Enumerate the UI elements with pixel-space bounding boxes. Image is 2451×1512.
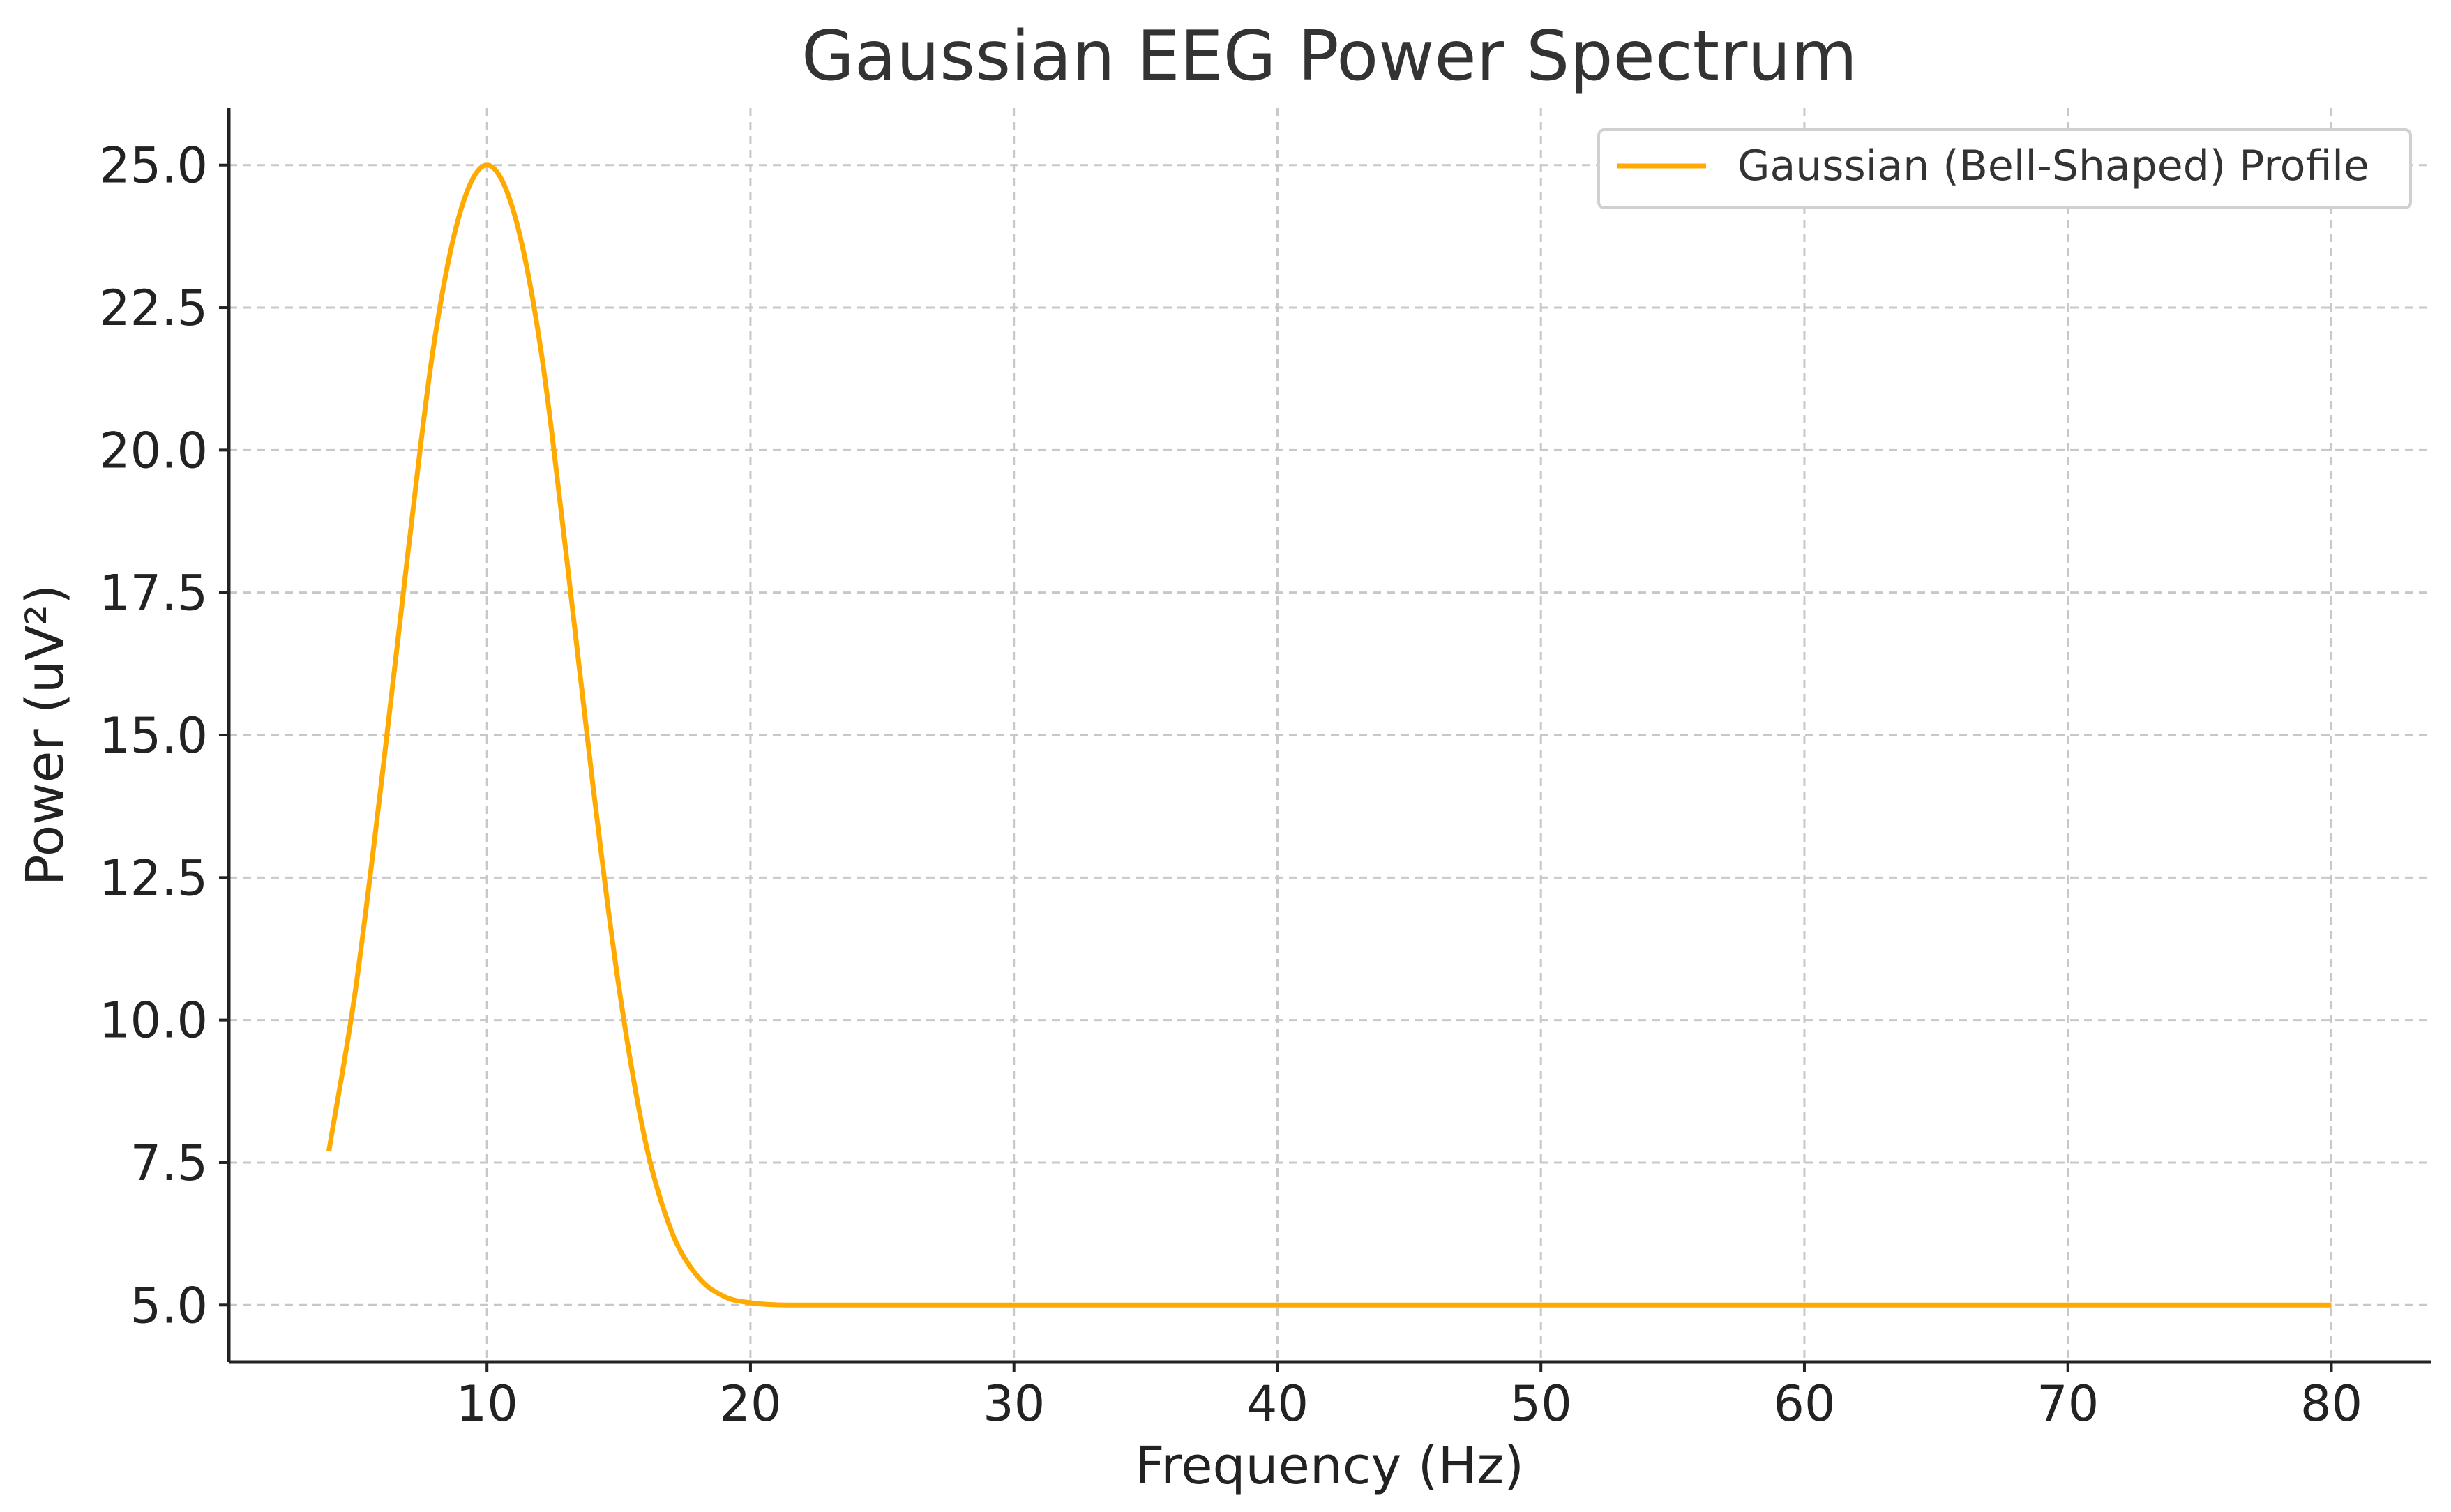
- legend: Gaussian (Bell-Shaped) Profile: [1597, 128, 2412, 209]
- x-tick-label: 50: [1510, 1375, 1572, 1432]
- y-tick-label: 5.0: [130, 1277, 208, 1334]
- x-tick-label: 60: [1773, 1375, 1835, 1432]
- x-axis-ticks: 10 20 30 40 50 60 70 80: [456, 1362, 2362, 1432]
- plot-lines: [326, 162, 2332, 1308]
- y-axis-label: Power (uV²): [15, 584, 75, 886]
- y-tick-label: 25.0: [99, 137, 208, 195]
- y-tick-label: 7.5: [130, 1135, 208, 1192]
- x-tick-label: 70: [2037, 1375, 2099, 1432]
- y-tick-label: 17.5: [99, 565, 208, 622]
- grid: [229, 108, 2431, 1362]
- x-tick-label: 20: [719, 1375, 781, 1432]
- y-tick-label: 15.0: [99, 707, 208, 764]
- chart-title: Gaussian EEG Power Spectrum: [801, 17, 1857, 96]
- x-tick-label: 40: [1246, 1375, 1309, 1432]
- x-tick-label: 30: [983, 1375, 1045, 1432]
- legend-box: [1597, 128, 2412, 209]
- x-axis-label: Frequency (Hz): [1135, 1436, 1524, 1496]
- y-tick-label: 10.0: [99, 992, 208, 1050]
- y-tick-label: 12.5: [99, 849, 208, 907]
- legend-label: Gaussian (Bell-Shaped) Profile: [1737, 142, 2369, 190]
- series-line: [326, 162, 2332, 1308]
- y-axis-ticks: 5.0 7.5 10.0 12.5 15.0 17.5 20.0 22.5 25.0: [99, 137, 229, 1334]
- y-tick-label: 20.0: [99, 422, 208, 479]
- x-tick-label: 80: [2300, 1375, 2362, 1432]
- y-tick-label: 22.5: [99, 280, 208, 337]
- x-tick-label: 10: [456, 1375, 518, 1432]
